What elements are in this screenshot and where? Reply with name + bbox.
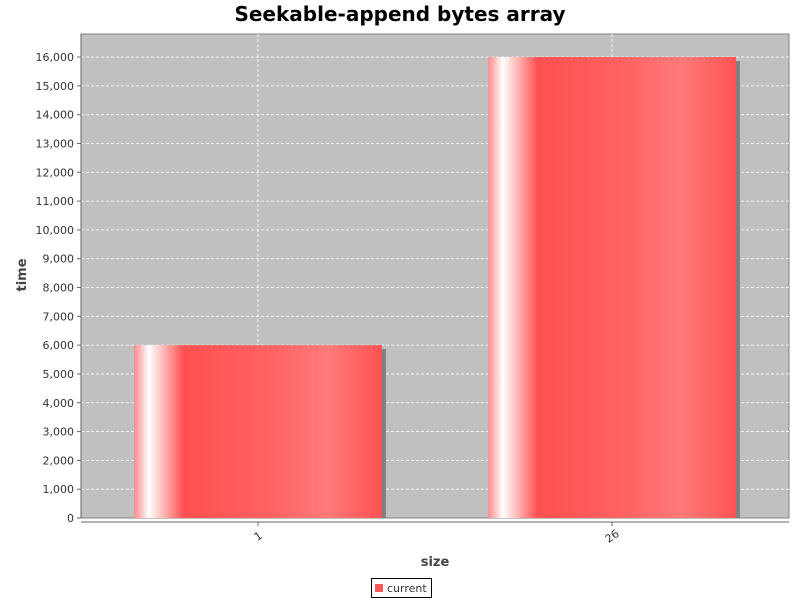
y-tick-label: 3,000 xyxy=(43,426,75,439)
y-tick-label: 12,000 xyxy=(36,166,75,179)
y-tick-label: 11,000 xyxy=(36,195,75,208)
y-tick-label: 4,000 xyxy=(43,397,75,410)
bar-1 xyxy=(134,345,382,518)
chart-title: Seekable-append bytes array xyxy=(234,2,566,26)
y-tick-label: 13,000 xyxy=(36,137,75,150)
y-tick-label: 8,000 xyxy=(43,282,75,295)
bars xyxy=(134,57,740,519)
x-axis-title: size xyxy=(421,555,450,570)
axes: 0 1,000 2,000 3,000 4,000 5,000 6,000 7,000 8,00… xyxy=(36,34,789,546)
y-tick-label: 0 xyxy=(67,512,74,525)
y-tick-label: 1,000 xyxy=(43,483,75,496)
y-tick-label: 7,000 xyxy=(43,310,75,323)
y-tick-label: 9,000 xyxy=(43,253,75,266)
y-tick-label: 5,000 xyxy=(43,368,75,381)
y-tick-label: 10,000 xyxy=(36,224,75,237)
y-tick-label: 16,000 xyxy=(36,51,75,64)
x-tick-label: 26 xyxy=(603,527,622,546)
y-axis-title: time xyxy=(15,258,30,291)
bar-26 xyxy=(488,57,736,519)
y-tick-label: 6,000 xyxy=(43,339,75,352)
legend-label: current xyxy=(387,581,427,595)
y-tick-label: 15,000 xyxy=(36,80,75,93)
y-tick-label: 14,000 xyxy=(36,109,75,122)
y-tick-label: 2,000 xyxy=(43,454,75,467)
legend-swatch xyxy=(375,584,383,592)
legend: current xyxy=(371,578,432,598)
x-tick-label: 1 xyxy=(252,529,265,544)
